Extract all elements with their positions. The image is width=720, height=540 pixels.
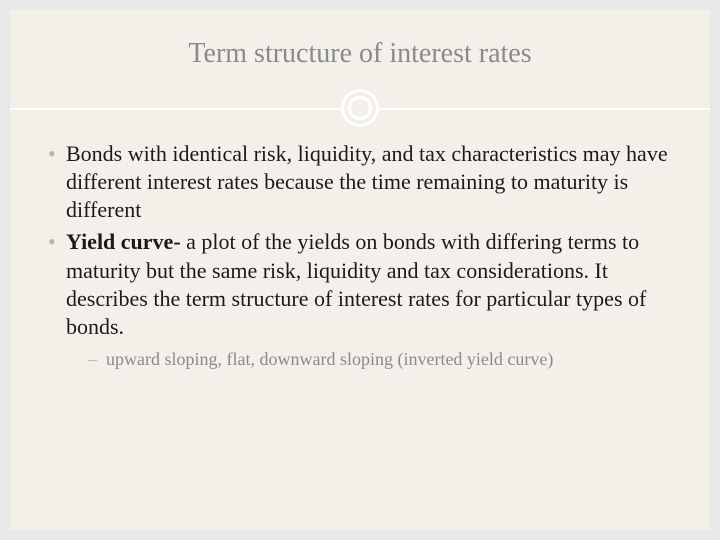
- list-item: Bonds with identical risk, liquidity, an…: [44, 140, 676, 224]
- bullet-bold-prefix: Yield curve-: [66, 229, 181, 254]
- sub-bullet-list: upward sloping, flat, downward sloping (…: [66, 347, 676, 371]
- title-divider: [44, 88, 676, 128]
- sub-list-item: upward sloping, flat, downward sloping (…: [88, 347, 676, 371]
- bullet-list: Bonds with identical risk, liquidity, an…: [44, 140, 676, 371]
- slide-content: Bonds with identical risk, liquidity, an…: [44, 140, 676, 371]
- slide-container: Term structure of interest rates Bonds w…: [10, 10, 710, 530]
- bullet-text: Bonds with identical risk, liquidity, an…: [66, 141, 668, 222]
- slide-title: Term structure of interest rates: [44, 38, 676, 70]
- sub-bullet-text: upward sloping, flat, downward sloping (…: [106, 349, 553, 369]
- divider-ring-inner-icon: [348, 96, 372, 120]
- list-item: Yield curve- a plot of the yields on bon…: [44, 228, 676, 371]
